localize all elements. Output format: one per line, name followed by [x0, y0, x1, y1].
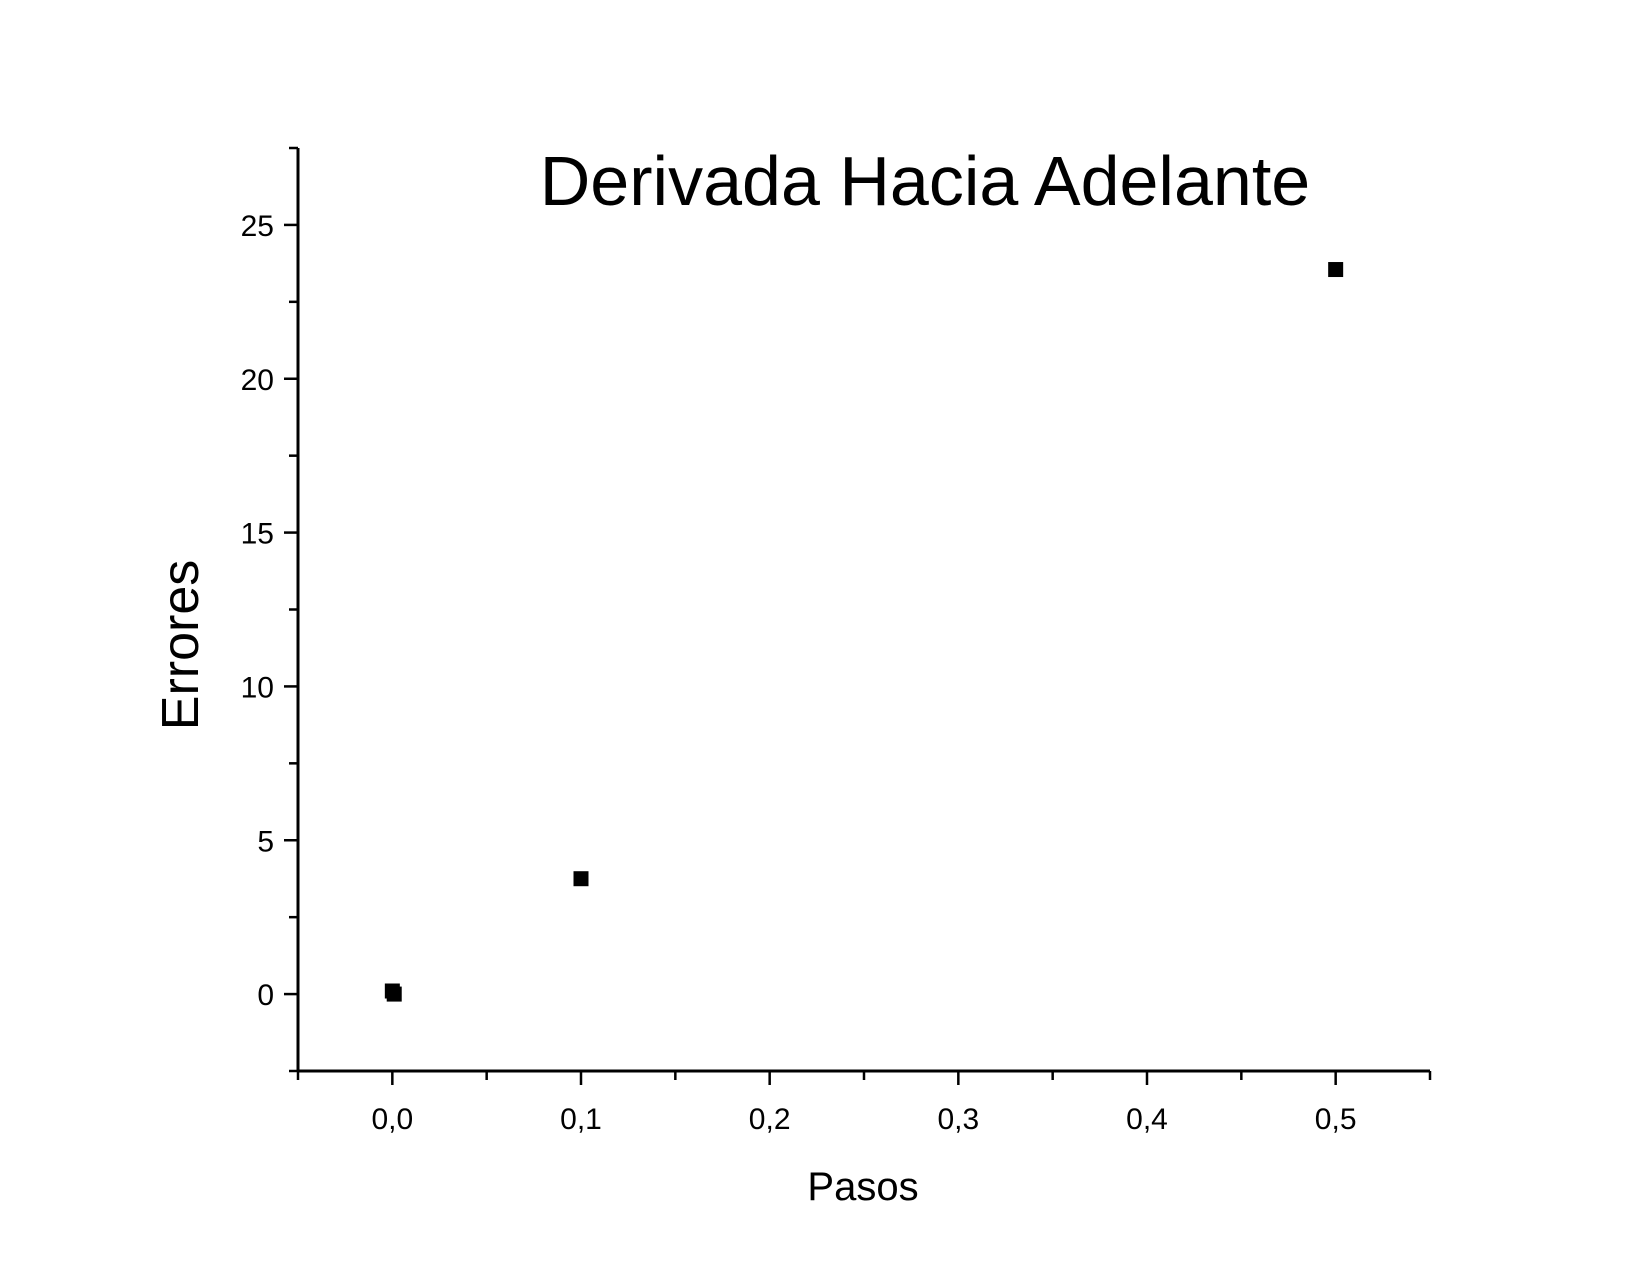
y-axis-title: Errores [152, 560, 210, 730]
y-tick-label: 10 [241, 671, 274, 704]
x-tick-label: 0,0 [371, 1103, 413, 1136]
data-point [573, 871, 589, 887]
y-tick-label: 20 [241, 364, 274, 397]
x-tick-label: 0,2 [749, 1103, 791, 1136]
x-tick-label: 0,3 [937, 1103, 979, 1136]
axis-ticks: 0,0 0,1 0,2 0,3 0,4 0,5 0 5 10 15 20 25 [241, 146, 1432, 1136]
y-tick-label: 5 [257, 825, 274, 858]
y-tick-label: 25 [241, 210, 274, 243]
data-point [1328, 262, 1344, 278]
data-points [384, 262, 1344, 1002]
x-tick-label: 0,5 [1315, 1103, 1357, 1136]
y-tick-label: 15 [241, 518, 274, 551]
y-tick-label: 0 [257, 979, 274, 1012]
chart-title: Derivada Hacia Adelante [540, 142, 1310, 220]
x-tick-label: 0,4 [1126, 1103, 1168, 1136]
data-point [386, 986, 402, 1002]
x-axis-title: Pasos [807, 1165, 918, 1209]
x-tick-label: 0,1 [560, 1103, 602, 1136]
